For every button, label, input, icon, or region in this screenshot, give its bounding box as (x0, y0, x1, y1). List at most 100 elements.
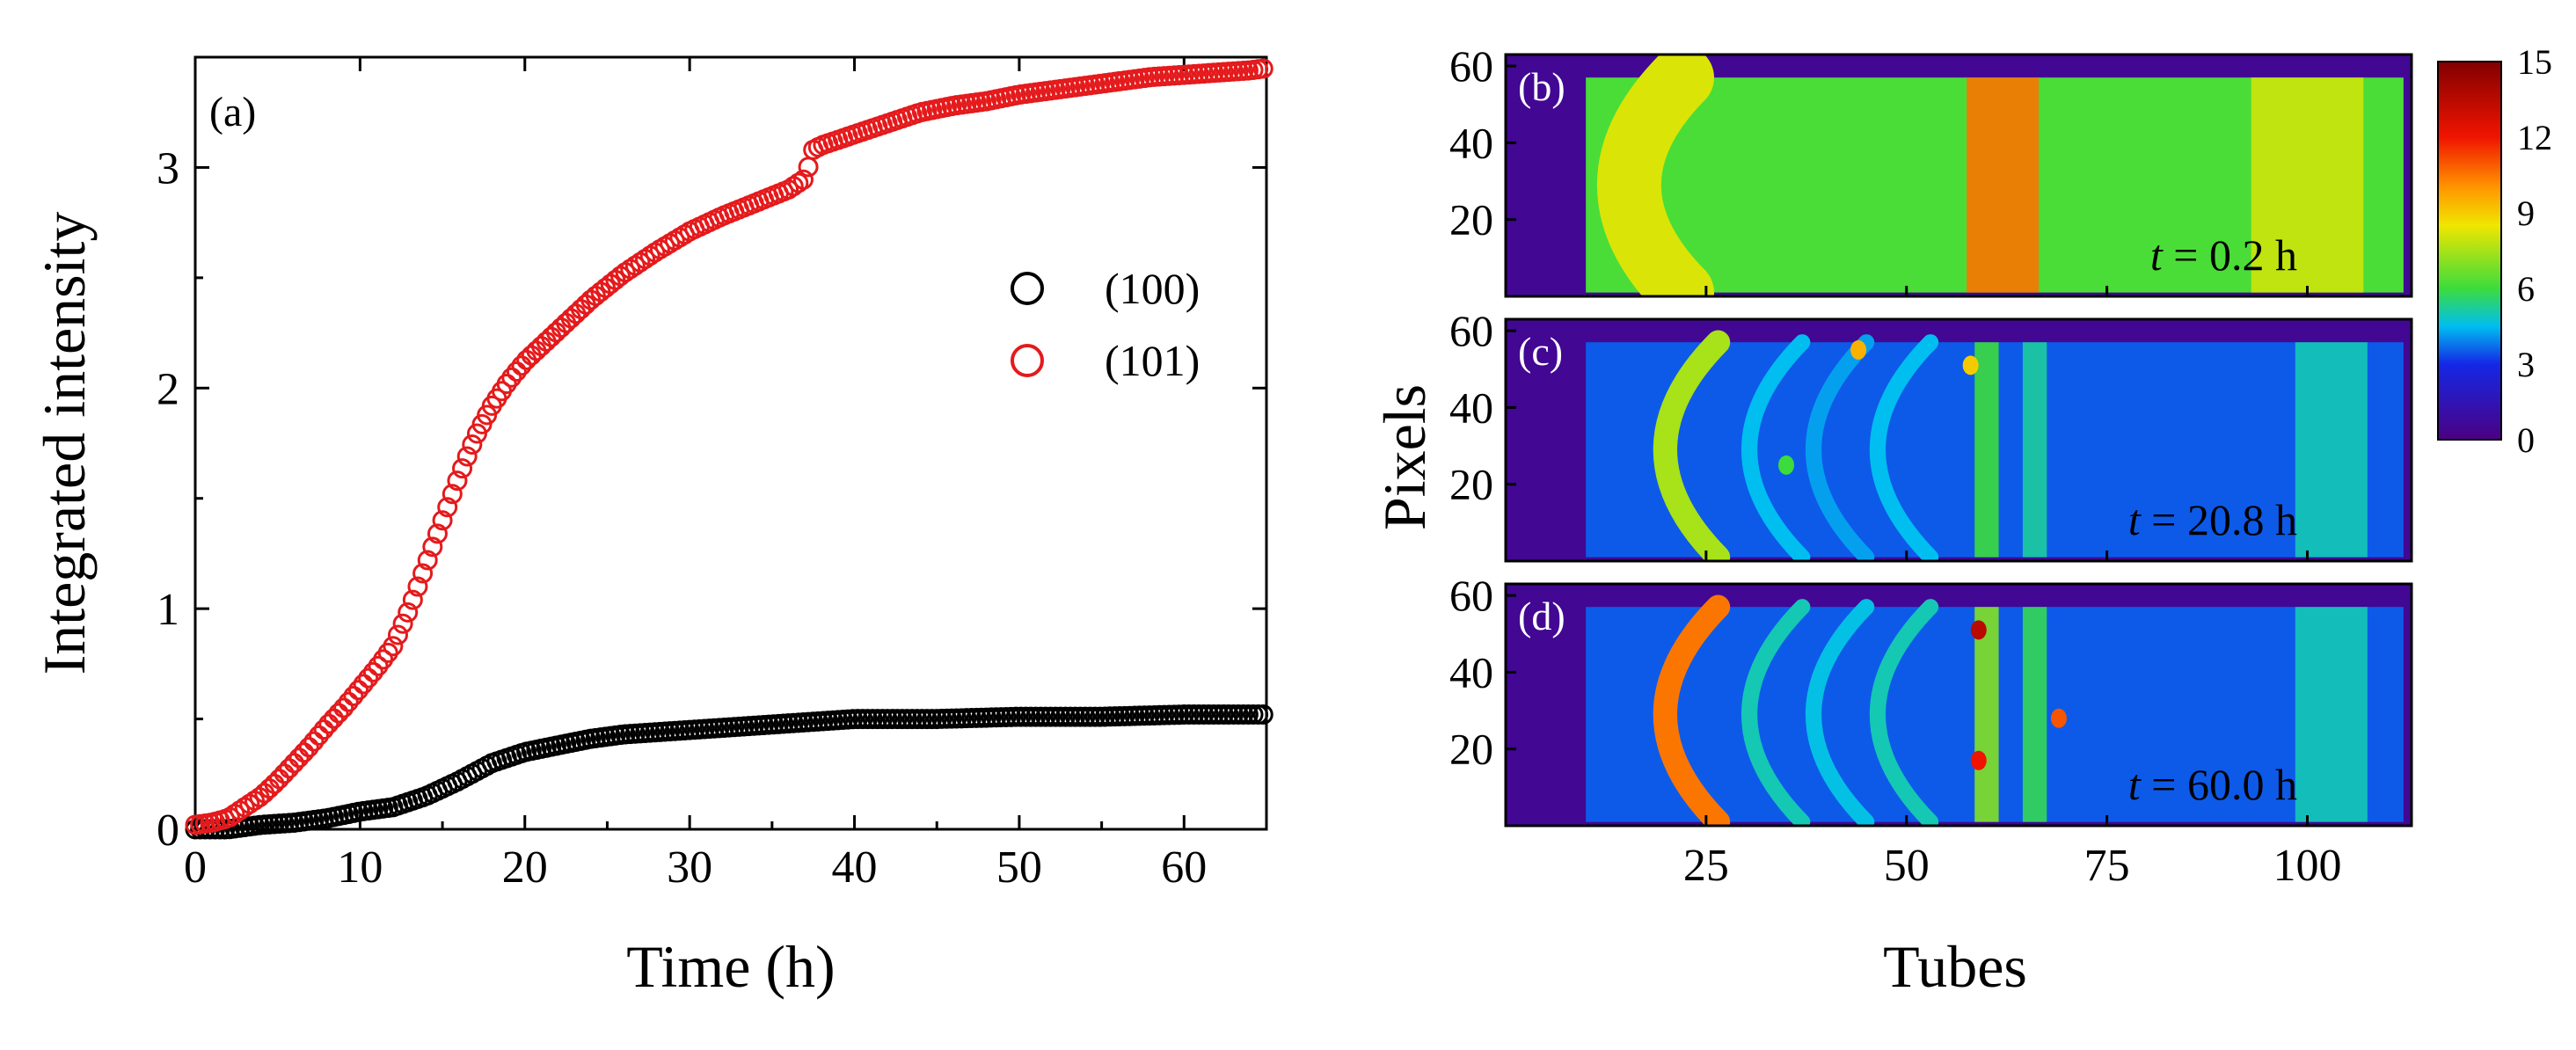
diffraction-band (2022, 342, 2047, 558)
data-point (274, 763, 295, 784)
x-tick-label: 40 (832, 842, 878, 893)
data-point (635, 249, 656, 270)
y-tick-label: 40 (1449, 647, 1493, 696)
colorbar: 0 3 6 9 12 15 (2437, 42, 2552, 460)
data-point (417, 550, 438, 571)
x-tick-label: 75 (2084, 841, 2130, 891)
data-point (496, 374, 517, 395)
legend-marker-100 (1011, 272, 1044, 305)
series-(100) (185, 704, 1273, 840)
time-value: = 0.2 h (2163, 230, 2297, 280)
y-tick-label: 20 (1449, 725, 1493, 774)
time-variable: t (2150, 230, 2164, 280)
diffraction-band (1974, 342, 1999, 558)
time-value: = 60.0 h (2141, 760, 2297, 809)
hot-spot (2050, 708, 2067, 728)
time-variable: t (2128, 495, 2142, 544)
hot-spot (1962, 355, 1979, 376)
heatmap-frame (1504, 582, 2413, 828)
time-value: = 20.8 h (2141, 495, 2297, 544)
y-tick-label: 60 (1449, 306, 1493, 355)
diffraction-band (1974, 607, 1999, 822)
time-label: t = 60.0 h (2128, 760, 2297, 809)
panel-a-y-axis-label: Integrated intensity (31, 212, 98, 675)
heatmap-image (1506, 584, 2412, 826)
data-point (362, 661, 383, 682)
time-label: t = 0.2 h (2150, 230, 2297, 280)
data-point (630, 252, 651, 273)
y-tick-label: 0 (157, 806, 179, 856)
data-point (283, 753, 304, 774)
data-point (452, 458, 473, 479)
data-point (303, 731, 325, 752)
data-point (639, 245, 660, 266)
diffraction-arc (1653, 594, 1731, 826)
heatmap-x-axis-label: Tubes (1883, 933, 2027, 1000)
data-point (348, 680, 369, 701)
data-point (353, 674, 374, 695)
colorbar-tick-label: 6 (2517, 269, 2535, 309)
colorbar-tick-label: 0 (2517, 420, 2535, 460)
heatmap-image (1506, 319, 2412, 561)
data-point (412, 563, 434, 584)
panel-a-scatter-chart: 0 10 20 30 40 50 60 0 1 2 3 (a) Time (h) Integrate… (31, 55, 1273, 1000)
panel-label: (d) (1518, 594, 1565, 638)
heatmap-frame (1504, 317, 2413, 563)
data-point (783, 176, 804, 197)
diffraction-band (2295, 342, 2368, 558)
y-tick-label: 60 (1449, 571, 1493, 620)
panel-a-legend: (100) (101) (1011, 264, 1200, 385)
legend-label-101: (101) (1105, 336, 1200, 385)
heatmap-y-axis-label: Pixels (1371, 384, 1438, 530)
y-tick-label: 3 (157, 143, 179, 193)
diffraction-band (2295, 607, 2368, 822)
y-tick-label: 40 (1449, 118, 1493, 167)
y-tick-label: 1 (157, 585, 179, 635)
diffraction-arc (1869, 334, 1939, 561)
heatmap-panel-c: 20 40 60 (c) t = 20.8 h (1449, 306, 2413, 563)
data-point (279, 758, 300, 779)
series-(101) (185, 58, 1273, 835)
data-point (383, 636, 404, 657)
panel-label: (c) (1518, 329, 1563, 374)
data-point (1252, 704, 1273, 726)
diffraction-band (2251, 77, 2364, 293)
data-point (456, 446, 478, 467)
data-point (441, 484, 463, 505)
data-point (462, 434, 483, 456)
heatmap-panel-d: 20 40 60 (d) t = 60.0 h (1449, 571, 2413, 828)
panel-a-x-axis-label: Time (h) (626, 933, 835, 1000)
data-point (447, 470, 468, 492)
data-point (313, 719, 334, 740)
data-point (328, 703, 349, 724)
panel-a-label: (a) (209, 89, 256, 135)
data-point (432, 510, 453, 531)
data-point (501, 367, 522, 388)
panel-label: (b) (1518, 64, 1565, 109)
y-tick-label: 20 (1449, 460, 1493, 509)
x-tick-label: 10 (337, 842, 383, 893)
x-tick-label: 60 (1161, 842, 1207, 893)
data-point (407, 576, 428, 597)
diffraction-band (2022, 607, 2047, 822)
data-point (620, 259, 641, 280)
time-variable: t (2128, 760, 2142, 809)
data-point (387, 624, 408, 645)
x-tick-label: 30 (667, 842, 712, 893)
data-point (778, 179, 799, 201)
data-point (309, 725, 330, 746)
panel-a-data-points (185, 58, 1273, 840)
colorbar-gradient (2437, 61, 2502, 441)
diffraction-arc (1805, 599, 1875, 826)
x-tick-label: 50 (1884, 841, 1930, 891)
data-point (792, 169, 814, 190)
colorbar-tick-label: 12 (2517, 118, 2552, 157)
data-point (219, 806, 240, 828)
x-tick-label: 50 (996, 842, 1042, 893)
time-label: t = 20.8 h (2128, 495, 2297, 544)
data-point (624, 255, 646, 276)
diffraction-arc (1740, 599, 1811, 826)
hot-spot (1850, 339, 1867, 360)
diffraction-band (1967, 77, 2040, 293)
